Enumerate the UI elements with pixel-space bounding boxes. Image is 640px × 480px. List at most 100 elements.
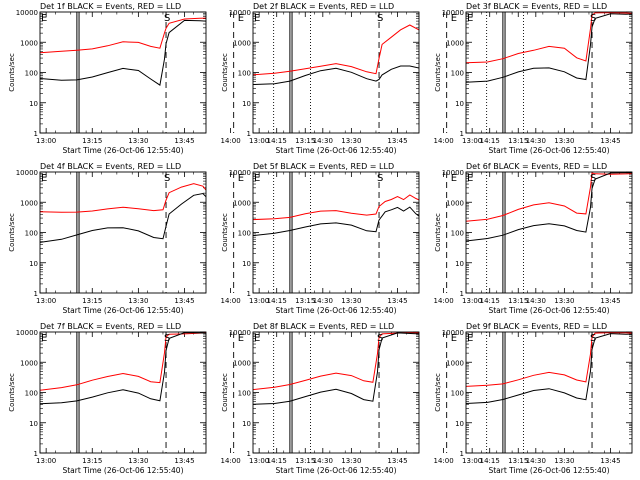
panel-5: Det 5f BLACK = Events, RED = LLD Counts/s…	[221, 162, 546, 315]
x-tick-label: 13:45	[387, 297, 407, 305]
event-marker: E	[254, 173, 260, 184]
x-tick-label: 13:45	[387, 457, 407, 465]
y-tick-label: 100	[238, 230, 251, 238]
x-tick-label: 14:30	[313, 297, 333, 305]
x-axis-label: Start Time (26-Oct-06 12:55:40)	[275, 466, 396, 475]
series-lld-line	[253, 332, 419, 391]
event-marker: E	[238, 333, 244, 344]
series-lld-line	[40, 332, 206, 391]
event-marker: E	[41, 173, 47, 184]
panel-title: Det 4f BLACK = Events, RED = LLD	[40, 162, 181, 171]
y-tick-label: 10000	[442, 9, 464, 17]
x-tick-label: 13:15	[295, 457, 315, 465]
x-axis-label: Start Time (26-Oct-06 12:55:40)	[62, 146, 183, 155]
panel-8: Det 8f BLACK = Events, RED = LLD Counts/s…	[221, 322, 546, 475]
x-tick-label: 13:30	[341, 137, 361, 145]
panel-2: Det 2f BLACK = Events, RED = LLD Counts/s…	[221, 2, 546, 155]
x-tick-label: 13:15	[508, 137, 528, 145]
y-tick-label: 10	[29, 100, 38, 108]
x-tick-label: 13:30	[128, 457, 148, 465]
y-axis-label: Counts/sec	[8, 53, 16, 92]
y-tick-label: 1000	[446, 199, 464, 207]
y-tick-label: 1000	[20, 199, 38, 207]
x-tick-label: 13:00	[462, 297, 482, 305]
y-tick-label: 10	[455, 260, 464, 268]
series-lld-line	[466, 12, 632, 64]
x-tick-label: 13:30	[128, 297, 148, 305]
y-tick-label: 10	[455, 420, 464, 428]
x-tick-label: 14:30	[313, 137, 333, 145]
x-axis-label: Start Time (26-Oct-06 12:55:40)	[488, 466, 609, 475]
event-marker: E	[467, 173, 473, 184]
event-marker: S	[377, 13, 383, 24]
y-tick-label: 1	[34, 130, 38, 138]
x-tick-label: 13:00	[249, 457, 269, 465]
y-tick-label: 10000	[229, 9, 251, 17]
panel-title: Det 3f BLACK = Events, RED = LLD	[466, 2, 607, 11]
series-events-line	[40, 192, 206, 243]
x-tick-label: 13:00	[36, 137, 56, 145]
panel-title: Det 9f BLACK = Events, RED = LLD	[466, 322, 607, 331]
y-tick-label: 10	[29, 260, 38, 268]
series-lld-line	[253, 194, 419, 221]
plot-frame	[465, 331, 633, 454]
y-tick-label: 1000	[20, 359, 38, 367]
y-tick-label: 10	[455, 100, 464, 108]
panel-9: Det 9f BLACK = Events, RED = LLD Counts/s…	[434, 322, 633, 475]
event-marker: E	[238, 13, 244, 24]
x-tick-label: 14:15	[480, 297, 500, 305]
x-tick-label: 13:45	[387, 137, 407, 145]
series-events-line	[253, 65, 419, 85]
panel-title: Det 5f BLACK = Events, RED = LLD	[253, 162, 394, 171]
x-tick-label: 13:15	[295, 137, 315, 145]
y-tick-label: 1	[460, 290, 464, 298]
y-tick-label: 10000	[442, 169, 464, 177]
y-tick-label: 100	[25, 70, 38, 78]
x-tick-label: 13:15	[82, 457, 102, 465]
x-tick-label: 13:45	[600, 457, 620, 465]
series-events-line	[253, 206, 419, 237]
series-events-line	[40, 332, 206, 405]
y-tick-label: 1	[247, 450, 251, 458]
panel-title: Det 6f BLACK = Events, RED = LLD	[466, 162, 607, 171]
panel-title: Det 7f BLACK = Events, RED = LLD	[40, 322, 181, 331]
event-marker: S	[164, 13, 170, 24]
event-marker: E	[254, 333, 260, 344]
y-tick-label: 1	[34, 450, 38, 458]
plot-frame	[465, 171, 633, 294]
x-tick-label: 14:00	[220, 297, 240, 305]
event-marker: E	[41, 13, 47, 24]
y-axis-label: Counts/sec	[434, 213, 442, 252]
y-tick-label: 1000	[233, 39, 251, 47]
event-marker: E	[41, 333, 47, 344]
x-tick-label: 14:15	[267, 297, 287, 305]
y-axis-label: Counts/sec	[221, 53, 229, 92]
x-tick-label: 13:30	[554, 137, 574, 145]
y-axis-label: Counts/sec	[434, 53, 442, 92]
plot-frame	[465, 11, 633, 134]
y-tick-label: 1	[247, 130, 251, 138]
y-tick-label: 100	[451, 70, 464, 78]
event-marker: E	[451, 13, 457, 24]
x-tick-label: 14:30	[526, 137, 546, 145]
x-axis-label: Start Time (26-Oct-06 12:55:40)	[275, 306, 396, 315]
panel-title: Det 2f BLACK = Events, RED = LLD	[253, 2, 394, 11]
y-tick-label: 1	[460, 130, 464, 138]
x-axis-label: Start Time (26-Oct-06 12:55:40)	[62, 466, 183, 475]
y-tick-label: 1	[34, 290, 38, 298]
series-events-line	[40, 19, 206, 86]
x-tick-label: 14:00	[433, 297, 453, 305]
y-axis-label: Counts/sec	[434, 373, 442, 412]
x-tick-label: 13:00	[249, 297, 269, 305]
panel-7: Det 7f BLACK = Events, RED = LLD Counts/s…	[8, 322, 333, 475]
x-tick-label: 13:15	[82, 297, 102, 305]
event-marker: E	[451, 173, 457, 184]
x-tick-label: 14:30	[313, 457, 333, 465]
y-tick-label: 1000	[233, 359, 251, 367]
y-tick-label: 1000	[446, 359, 464, 367]
plot-frame	[252, 331, 420, 454]
x-tick-label: 14:15	[267, 457, 287, 465]
y-axis-label: Counts/sec	[221, 373, 229, 412]
x-tick-label: 14:00	[433, 137, 453, 145]
